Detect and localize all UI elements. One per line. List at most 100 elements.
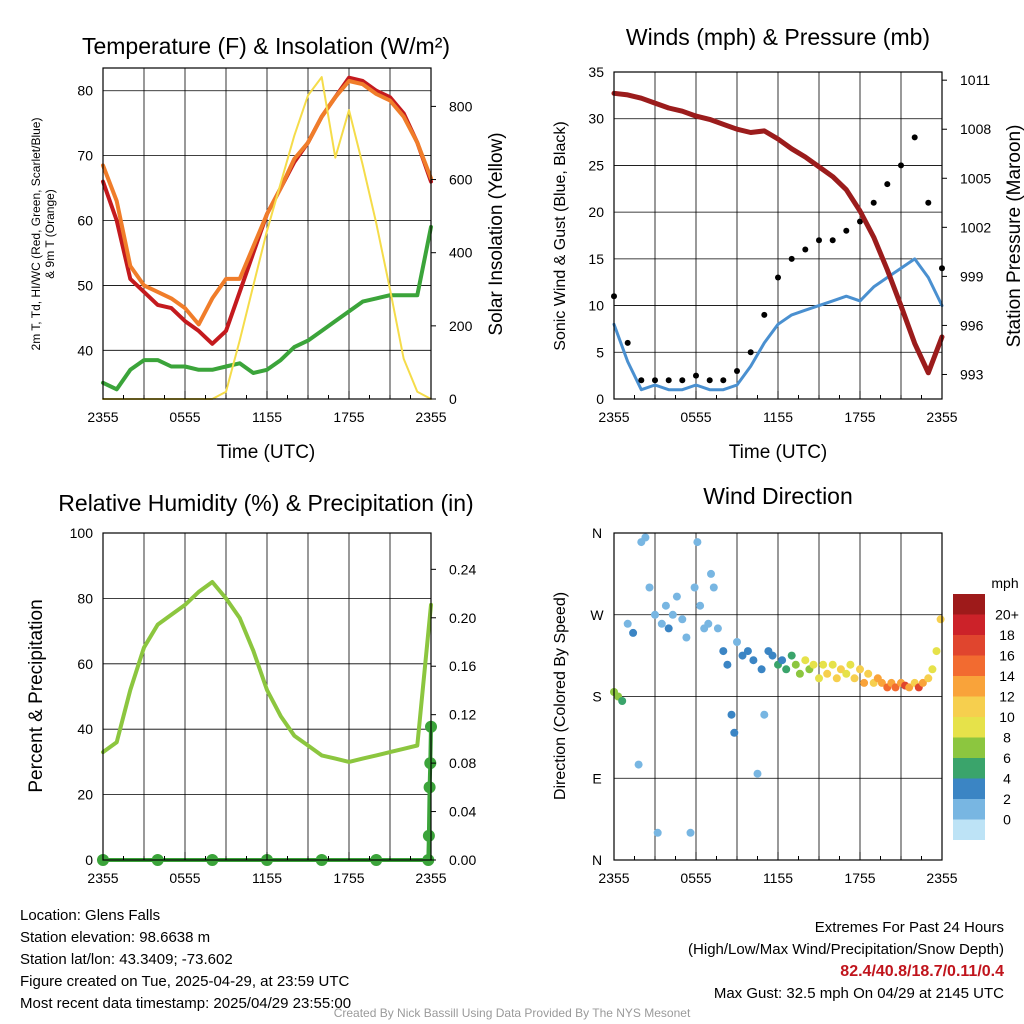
direction-tick-label: E [592,770,601,786]
legend-swatch [953,778,985,799]
x-tick-label: 2355 [926,870,957,886]
speed-legend: mph 20+ 18 16 14 12 10 8 6 4 2 0 [953,575,1019,840]
direction-point [932,647,941,656]
y-tick-label-right: 600 [449,172,473,188]
extremes-values: 82.4/40.8/18.7/0.11/0.4 [840,963,1004,980]
max-gust-text: Max Gust: 32.5 mph On 04/29 at 2145 UTC [713,985,1004,1002]
direction-point [864,669,873,678]
y-tick-label-right: 1008 [960,121,991,137]
direction-point [672,592,681,601]
x-tick-label: 1755 [844,409,875,425]
direction-point [686,828,695,837]
direction-point [842,669,851,678]
precipitation-point [423,781,436,794]
direction-point [707,569,715,578]
direction-point [623,619,632,628]
legend-swatch [953,655,985,676]
precipitation-point [424,757,437,770]
temperature-series [101,75,433,400]
direction-points [610,533,945,837]
x-tick-label: 1755 [333,870,364,886]
insolation-y-ticks: 0 200 400 600 800 [431,98,473,407]
temperature-title: Temperature (F) & Insolation (W/m²) [82,33,450,59]
winds-x-label: Time (UTC) [729,442,828,463]
direction-point [828,660,837,669]
direction-point [678,615,687,624]
y-tick-label: 0 [85,852,93,868]
y-tick-label-right: 0.00 [449,852,476,868]
direction-point [657,619,666,628]
y-tick-label-right: 0 [449,391,457,407]
temperature-x-ticks: 2355 0555 1155 1755 2355 [87,391,447,425]
legend-label: 20+ [995,607,1019,623]
direction-point [936,615,945,624]
y-tick-label-right: 996 [960,317,984,333]
y-tick-label: 40 [77,721,93,737]
series-line-td [101,225,433,392]
direction-point [757,665,766,674]
x-tick-label: 0555 [680,409,711,425]
winds-grid [614,71,942,400]
direction-point [738,651,747,660]
direction-tick-label: W [590,607,604,623]
gust-point [624,339,631,346]
legend-label: 4 [1003,771,1011,787]
precipitation-point [422,829,435,842]
gust-point [898,162,904,169]
y-tick-label: 80 [77,590,93,606]
x-tick-label: 1155 [763,409,793,425]
x-tick-label: 0555 [680,870,711,886]
y-tick-label-right: 200 [449,318,473,334]
legend-swatch [953,717,985,738]
legend-swatch [953,758,985,779]
gust-point [843,227,850,234]
series-line-station-pressure [611,90,945,376]
y-tick-label-right: 1011 [960,72,990,88]
humidity-panel: Relative Humidity (%) & Precipitation (i… [26,490,476,886]
direction-point [832,674,841,683]
direction-point [641,533,650,542]
y-tick-label-right: 0.20 [449,610,476,626]
direction-point [753,769,762,778]
y-tick-label-right: 1005 [960,170,991,186]
y-tick-label: 25 [588,157,604,173]
y-tick-label-right: 0.08 [449,755,476,771]
y-tick-label: 10 [588,298,604,314]
direction-point [782,665,791,674]
legend-label: 16 [999,648,1015,664]
legend-swatch [953,799,985,820]
x-tick-label: 1755 [333,409,364,425]
direction-point [682,633,691,642]
precipitation-y-ticks: 0.00 0.04 0.08 0.12 0.16 0.20 0.24 [431,561,476,868]
series-line-sonic-wind [612,257,944,392]
legend-title: mph [991,575,1018,591]
direction-grid [614,533,942,860]
direction-point [727,710,736,719]
x-tick-label: 1155 [252,409,282,425]
y-tick-label: 5 [596,344,604,360]
direction-point [819,660,828,669]
direction-point [661,601,670,610]
humidity-title: Relative Humidity (%) & Precipitation (i… [58,490,473,516]
direction-y-label: Direction (Colored By Speed) [552,592,569,800]
gust-point [816,237,822,244]
x-tick-label: 2355 [598,409,629,425]
x-tick-label: 2355 [87,409,118,425]
pressure-y-label: Station Pressure (Maroon) [1004,125,1024,348]
gust-point [720,377,727,384]
legend-label: 12 [999,689,1015,705]
direction-point [719,647,728,656]
gust-point [665,377,672,384]
direction-point [690,583,699,592]
direction-point [693,538,702,547]
gust-point [857,218,863,225]
gust-point [652,377,658,384]
y-tick-label: 20 [588,204,604,220]
gust-point [884,181,891,188]
y-tick-label-right: 999 [960,268,984,284]
series-line-relative-humidity [101,580,433,764]
gust-point [693,372,699,379]
direction-point [629,628,638,637]
legend-label: 18 [999,627,1015,643]
elevation-text: Station elevation: 98.6638 m [20,929,211,946]
